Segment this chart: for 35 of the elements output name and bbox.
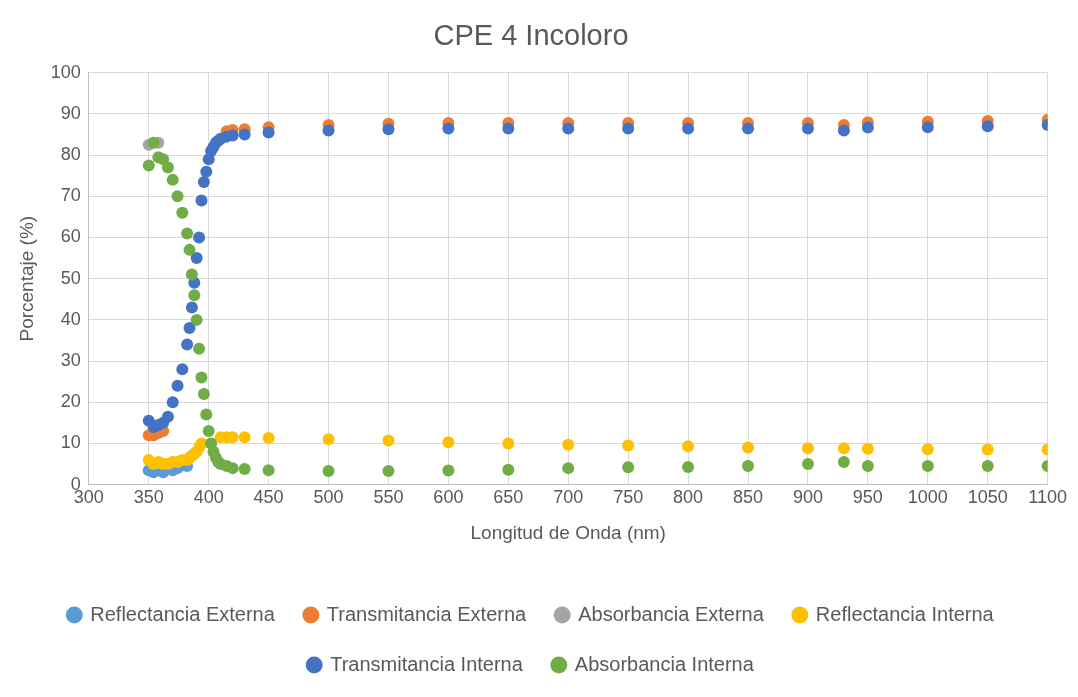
y-tick-label: 70 [60, 185, 81, 206]
y-tick-label: 80 [60, 144, 81, 165]
x-tick-label: 350 [133, 487, 164, 508]
x-tick-label: 650 [493, 487, 524, 508]
x-tick-label: 700 [553, 487, 584, 508]
y-tick-label: 50 [60, 267, 81, 288]
x-tick-label: 750 [613, 487, 644, 508]
legend-label: Absorbancia Interna [574, 652, 755, 675]
chart-title: CPE 4 Incoloro [433, 19, 629, 52]
x-tick-label: 850 [732, 487, 764, 508]
y-tick-label: 20 [60, 391, 81, 412]
legend-label: Transmitancia Interna [330, 652, 524, 675]
x-axis-title: Longitud de Onda (nm) [470, 521, 666, 543]
x-tick-label: 450 [253, 487, 284, 508]
x-tick-label: 600 [433, 487, 464, 508]
y-tick-label: 60 [60, 226, 81, 247]
y-tick-label: 30 [60, 350, 81, 371]
x-tick-label: 1050 [967, 487, 1008, 508]
x-tick-label: 900 [792, 487, 823, 508]
y-tick-label: 40 [60, 308, 81, 329]
legend-label: Absorbancia Externa [578, 602, 765, 625]
y-tick-label: 100 [50, 61, 81, 82]
x-tick-label: 500 [313, 487, 344, 508]
y-tick-label: 90 [60, 102, 81, 123]
y-tick-label: 10 [60, 432, 81, 453]
legend-label: Reflectancia Externa [90, 602, 276, 625]
x-tick-label: 800 [673, 487, 704, 508]
x-tick-label: 400 [193, 487, 224, 508]
legend-label: Transmitancia Externa [326, 602, 528, 625]
y-axis-title: Porcentaje (%) [15, 215, 37, 342]
legend-label: Reflectancia Interna [815, 602, 995, 625]
x-tick-label: 950 [852, 487, 883, 508]
x-tick-label: 550 [373, 487, 404, 508]
x-tick-label: 1100 [1028, 487, 1068, 508]
x-tick-label: 1000 [907, 487, 948, 508]
